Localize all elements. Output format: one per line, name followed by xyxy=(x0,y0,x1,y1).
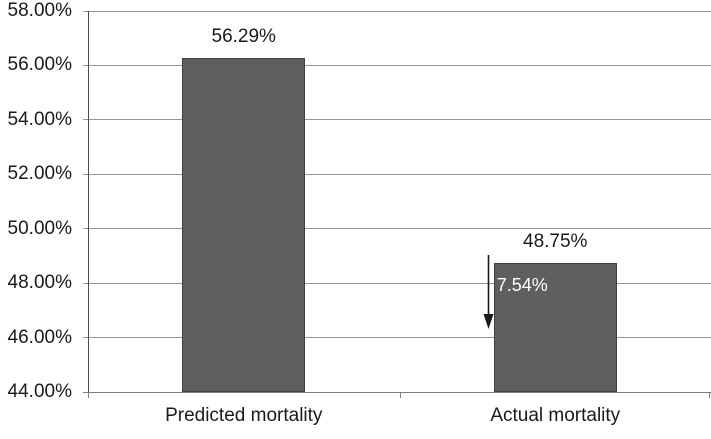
gridline xyxy=(83,10,711,12)
down-arrow-icon xyxy=(483,254,494,329)
y-tick-label: 58.00% xyxy=(7,0,72,21)
bar-value-label: 56.29% xyxy=(211,25,276,47)
y-axis-line xyxy=(88,11,89,392)
y-tick-label: 50.00% xyxy=(7,217,72,239)
gridline xyxy=(83,173,711,175)
bar xyxy=(182,57,306,392)
x-axis-tick xyxy=(709,392,710,398)
y-tick-label: 52.00% xyxy=(7,163,72,185)
y-tick-label: 46.00% xyxy=(7,326,72,348)
y-tick-label: 48.00% xyxy=(7,272,72,294)
y-tick-label: 44.00% xyxy=(7,381,72,402)
annotation-decrease-label: 7.54% xyxy=(496,274,548,295)
bar-value-label: 48.75% xyxy=(523,230,588,252)
bar xyxy=(493,262,617,392)
x-axis-tick xyxy=(399,392,401,398)
gridline xyxy=(83,64,711,66)
gridline xyxy=(83,119,711,121)
y-tick-label: 56.00% xyxy=(7,54,72,76)
gridline xyxy=(83,228,711,230)
gridline xyxy=(83,337,711,339)
category-label: Predicted mortality xyxy=(165,405,323,426)
y-tick-label: 54.00% xyxy=(7,108,72,130)
x-axis-line xyxy=(83,391,711,393)
category-label: Actual mortality xyxy=(490,405,621,426)
x-axis-tick xyxy=(88,392,89,398)
gridline xyxy=(83,282,711,284)
